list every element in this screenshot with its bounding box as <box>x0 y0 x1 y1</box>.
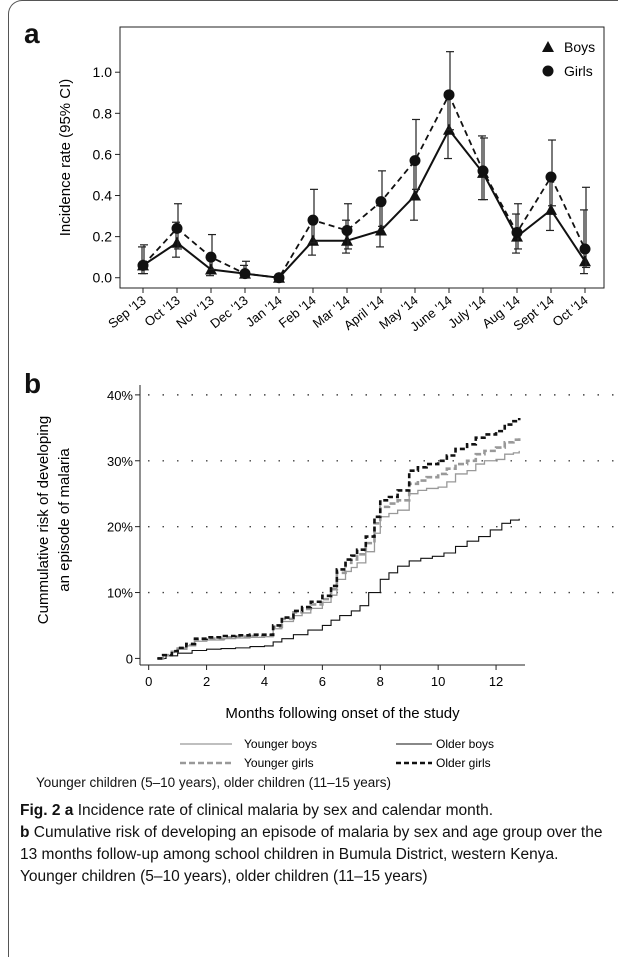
point-girls <box>239 268 251 280</box>
curve-younger-girls <box>157 437 521 660</box>
point-girls <box>341 224 353 236</box>
y-axis-label-a: Incidence rate (95% CI) <box>57 79 74 237</box>
point-boys <box>579 255 591 267</box>
point-girls <box>579 243 591 255</box>
y-tick-label-a: 0.2 <box>93 229 113 245</box>
legend-marker-girls <box>542 65 554 77</box>
legend-label-boys: Boys <box>564 39 595 55</box>
x-tick-label-b: 10 <box>431 674 445 689</box>
y-tick-label-b: 40% <box>107 388 133 403</box>
point-girls <box>307 214 319 226</box>
legend-label-older-boys: Older boys <box>436 737 494 751</box>
point-girls <box>545 171 557 183</box>
series-line-boys <box>142 127 586 279</box>
caption-a-label: a <box>64 802 74 819</box>
x-tick-label-b: 6 <box>319 674 326 689</box>
point-girls <box>409 155 421 167</box>
x-tick-label-a: Nov '13 <box>173 293 217 332</box>
legend-label-older-girls: Older girls <box>436 756 491 770</box>
point-boys <box>375 224 387 236</box>
x-tick-label-b: 2 <box>203 674 210 689</box>
point-girls <box>511 227 523 239</box>
point-boys <box>409 189 421 201</box>
point-girls <box>375 196 387 208</box>
point-girls <box>205 251 217 263</box>
legend-label-younger-boys: Younger boys <box>244 737 317 751</box>
age-group-footnote: Younger children (5–10 years), older chi… <box>36 775 391 790</box>
y-axis-label-b: an episode of malaria <box>56 448 73 592</box>
legend-marker-boys <box>542 41 554 52</box>
figure-caption: Fig. 2 a Incidence rate of clinical mala… <box>20 800 615 888</box>
y-tick-label-a: 0.6 <box>93 146 113 162</box>
chart-b: 0 10% 20% 30% 40% 0 2 4 6 8 10 12 Months following o… <box>35 385 622 770</box>
x-axis-label-b: Months following onset of the study <box>225 705 460 722</box>
y-tick-label-a: 0.0 <box>93 270 113 286</box>
y-tick-label-b: 0 <box>126 651 133 666</box>
x-tick-label-a: Feb '14 <box>276 293 319 331</box>
y-tick-label-a: 1.0 <box>93 64 113 80</box>
panel-b-letter: b <box>24 368 42 399</box>
caption-b-label: b <box>20 824 30 841</box>
legend-label-younger-girls: Younger girls <box>244 756 314 770</box>
x-tick-label-a: Sep '13 <box>105 293 149 332</box>
y-tick-label-a: 0.4 <box>93 188 113 204</box>
caption-b-text: Cumulative risk of developing an episode… <box>20 824 603 885</box>
legend-label-girls: Girls <box>564 63 593 79</box>
x-tick-label-a: July '14 <box>445 293 489 332</box>
point-girls <box>137 259 149 271</box>
panel-a-letter: a <box>24 18 40 49</box>
point-girls <box>477 165 489 177</box>
y-tick-label-a: 0.8 <box>93 105 113 121</box>
x-tick-label-a: Jan '14 <box>243 293 285 330</box>
point-boys <box>545 203 557 215</box>
curve-older-girls <box>157 417 521 660</box>
y-tick-label-b: 30% <box>107 454 133 469</box>
y-tick-label-b: 20% <box>107 520 133 535</box>
point-boys <box>341 234 353 246</box>
y-axis-label-b: Cummulative risk of developing <box>35 416 52 624</box>
curve-older-boys <box>157 518 520 659</box>
x-tick-label-b: 0 <box>145 674 152 689</box>
curve-younger-boys <box>157 450 520 660</box>
caption-a-text: Incidence rate of clinical malaria by se… <box>73 802 494 819</box>
x-tick-label-a: Dec '13 <box>207 293 251 332</box>
point-girls <box>443 89 455 101</box>
x-tick-label-a: Oct '14 <box>549 293 590 330</box>
y-tick-label-b: 10% <box>107 586 133 601</box>
series-line-girls <box>142 92 586 279</box>
figure-frame <box>8 0 618 957</box>
plot-a-border <box>119 26 605 289</box>
x-tick-label-b: 12 <box>489 674 503 689</box>
point-girls <box>273 272 285 284</box>
x-tick-label-b: 8 <box>377 674 384 689</box>
point-boys <box>171 236 183 248</box>
point-girls <box>171 222 183 234</box>
caption-fig-label: Fig. 2 <box>20 802 61 819</box>
x-tick-label-b: 4 <box>261 674 268 689</box>
